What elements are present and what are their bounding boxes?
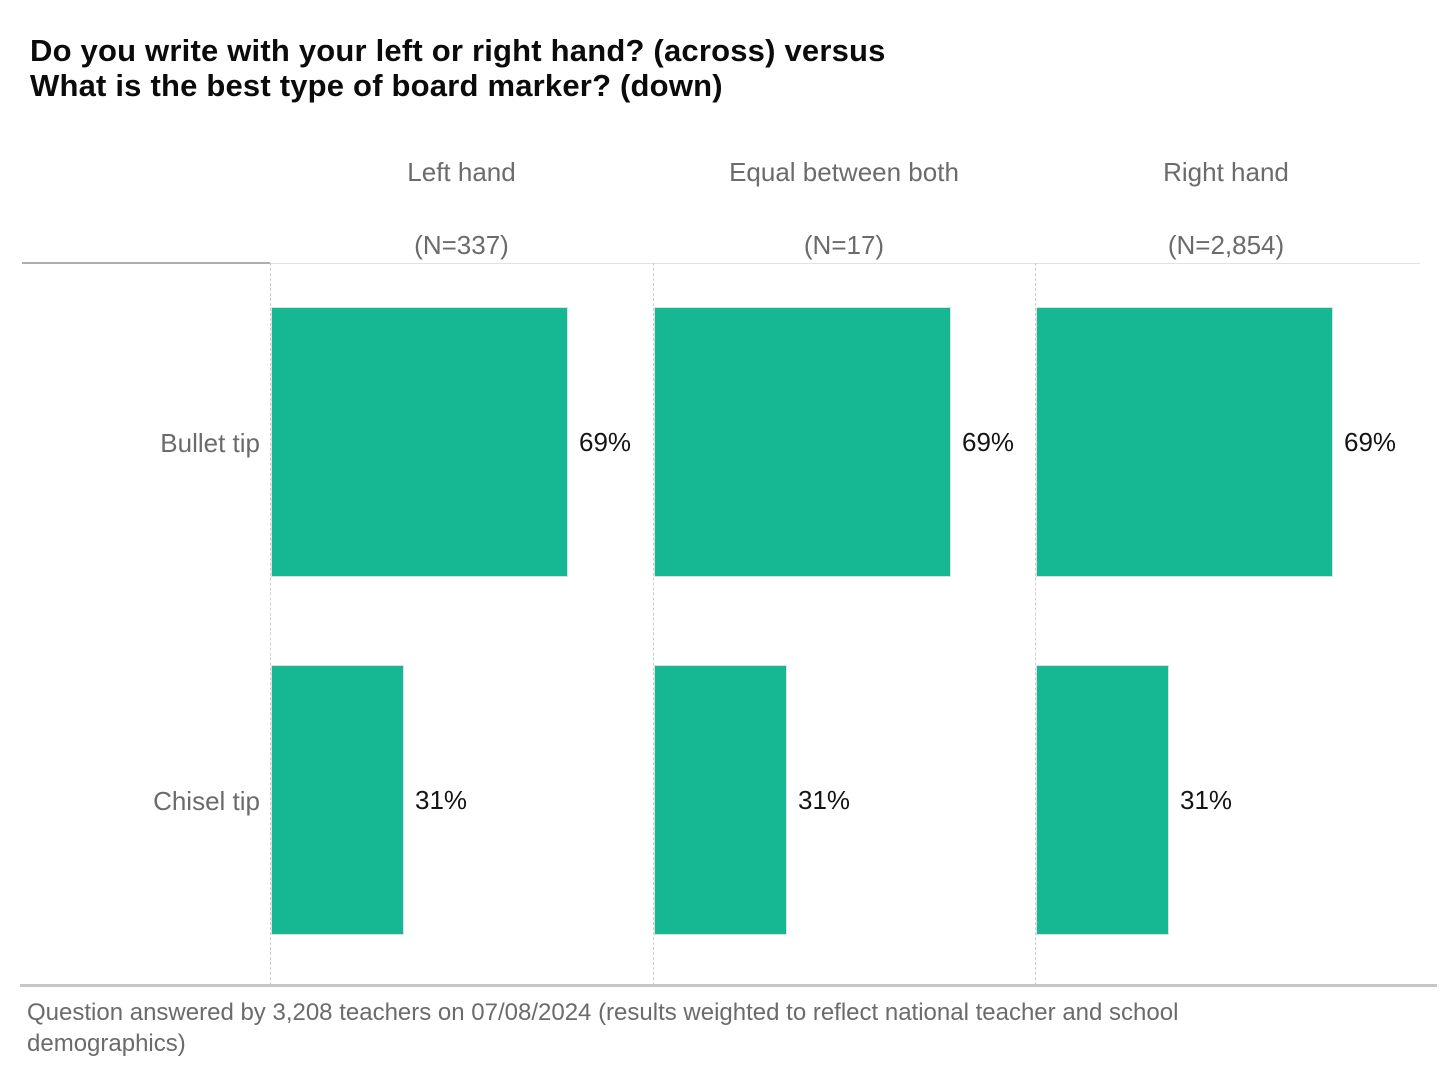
column-header-left-hand: Left hand (N=337) — [270, 158, 653, 259]
row-label-axis-line — [22, 262, 270, 264]
bar-value-label: 31% — [798, 784, 851, 815]
column-n-label: (N=337) — [414, 230, 509, 260]
bar — [271, 665, 404, 935]
bar-value-label: 31% — [1180, 784, 1233, 815]
column-n-label: (N=17) — [803, 230, 885, 260]
bar — [271, 307, 568, 577]
bar-group-chisel-equal-both: 31% — [654, 665, 850, 935]
bar-group-bullet-left-hand: 69% — [271, 307, 631, 577]
bar-value-label: 69% — [1344, 426, 1397, 457]
column-label: Left hand — [407, 157, 516, 187]
bar — [1036, 307, 1333, 577]
bar-group-chisel-left-hand: 31% — [271, 665, 467, 935]
bar — [654, 665, 787, 935]
bar — [1036, 665, 1169, 935]
footnote: Question answered by 3,208 teachers on 0… — [27, 999, 1179, 1057]
column-n-label: (N=2,854) — [1167, 230, 1285, 260]
column-header-right-hand: Right hand (N=2,854) — [1035, 158, 1417, 259]
bar — [654, 307, 951, 577]
row-label-chisel-tip: Chisel tip — [153, 786, 260, 816]
column-header-equal-both: Equal between both (N=17) — [653, 158, 1035, 259]
chart-bottom-axis-line — [20, 984, 1437, 987]
bar-value-label: 69% — [962, 426, 1015, 457]
chart-title: Do you write with your left or right han… — [30, 33, 886, 103]
bar-group-chisel-right-hand: 31% — [1036, 665, 1232, 935]
bar-value-label: 31% — [415, 784, 468, 815]
column-label: Right hand — [1163, 157, 1289, 187]
chart-top-grid-line — [270, 263, 1420, 264]
bar-group-bullet-right-hand: 69% — [1036, 307, 1396, 577]
row-label-bullet-tip: Bullet tip — [160, 428, 260, 458]
bar-group-bullet-equal-both: 69% — [654, 307, 1014, 577]
chart-title-line2: What is the best type of board marker? (… — [30, 68, 723, 103]
bar-value-label: 69% — [579, 426, 632, 457]
chart-title-line1: Do you write with your left or right han… — [30, 33, 886, 68]
column-separator-line — [270, 263, 271, 985]
column-separator-line — [653, 263, 654, 985]
column-separator-line — [1035, 263, 1036, 985]
column-label: Equal between both — [729, 157, 959, 187]
